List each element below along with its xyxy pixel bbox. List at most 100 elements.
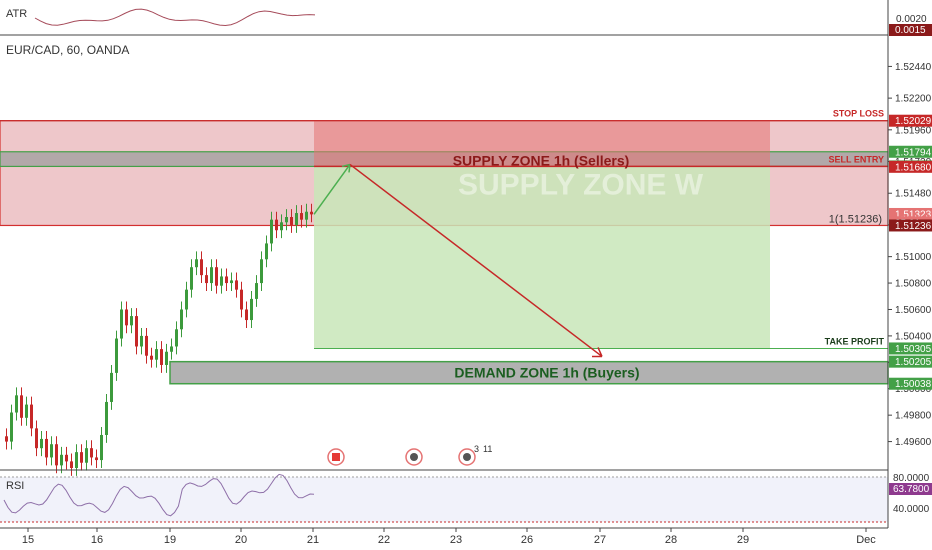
time-tick-label: 23 [450, 534, 462, 546]
rsi-label: RSI [6, 480, 24, 492]
price-tag-label: 1.51323 [895, 209, 932, 220]
stop-loss-label: STOP LOSS [833, 109, 884, 119]
candle-body [295, 213, 298, 225]
candle-body [40, 438, 43, 449]
price-tag-label: 1.50205 [895, 357, 932, 368]
candle-body [80, 452, 83, 463]
atr-axis: 0.0020 0.0015 [889, 14, 932, 36]
time-tick-label: 21 [307, 534, 319, 546]
price-tag [889, 342, 932, 355]
candle-body [65, 454, 68, 462]
price-tag [889, 219, 932, 232]
rsi-tick-80: 80.0000 [893, 473, 930, 484]
price-tag-label: 1.52029 [895, 116, 932, 127]
candle-body [150, 355, 153, 360]
candle-body [195, 259, 198, 268]
price-tick-label: 1.51960 [895, 125, 932, 136]
candle-body [145, 335, 148, 356]
candle-body [155, 349, 158, 360]
candle-body [100, 434, 103, 461]
event-count-a: 3 [474, 444, 479, 454]
rsi-axis: 80.0000 63.7800 40.0000 [889, 473, 932, 515]
candle-body [220, 276, 223, 286]
candle-body [95, 457, 98, 461]
candle-body [30, 404, 33, 429]
price-tick-label: 1.50800 [895, 279, 932, 290]
sell-entry-label: SELL ENTRY [828, 154, 884, 164]
candle-body [185, 289, 188, 310]
rsi-current: 63.7800 [893, 484, 930, 495]
symbol-label: EUR/CAD, 60, OANDA [6, 43, 129, 57]
candle-body [20, 395, 23, 418]
price-tick-label: 1.49600 [895, 437, 932, 448]
price-tick-label: 1.52200 [895, 94, 932, 105]
time-tick-label: 27 [594, 534, 606, 546]
candle-body [130, 316, 133, 326]
candle-body [240, 289, 243, 310]
time-tick-label: 22 [378, 534, 390, 546]
candle-body [35, 428, 38, 449]
candle-body [270, 219, 273, 244]
candle-body [285, 217, 288, 223]
atr-pane: ATR [0, 0, 888, 36]
time-tick-label: 28 [665, 534, 677, 546]
candle-body [5, 436, 8, 442]
price-tag [889, 145, 932, 158]
candle-body [165, 351, 168, 365]
main-pane: EUR/CAD, 60, OANDA SUPPLY ZONE W SUPPLY … [0, 43, 889, 476]
candle-body [70, 461, 73, 468]
event-markers[interactable]: 3 11 [327, 444, 492, 466]
candle-body [115, 338, 118, 373]
candle-body [135, 316, 138, 347]
price-tick-label: 1.49800 [895, 411, 932, 422]
candle-body [200, 259, 203, 276]
candle-body [50, 444, 53, 458]
time-tick-label: 20 [235, 534, 247, 546]
candle-body [245, 309, 248, 321]
candle-body [235, 280, 238, 290]
candle-body [290, 217, 293, 225]
price-tick-label: 1.50400 [895, 331, 932, 342]
candle-body [125, 309, 128, 326]
candle-body [265, 243, 268, 260]
price-tag-label: 1.50305 [895, 344, 932, 355]
candle-body [180, 309, 183, 330]
candle-body [120, 309, 123, 339]
rsi-series-line [3, 473, 315, 517]
candle-body [190, 267, 193, 290]
multi-event-icon-core [463, 453, 471, 461]
candle-body [310, 211, 313, 215]
candle-body [170, 346, 173, 352]
price-tag-label: 1.50038 [895, 379, 932, 390]
time-tick-label: 15 [22, 534, 34, 546]
short-risk-box[interactable] [314, 120, 770, 167]
candle-body [90, 448, 93, 458]
candle-body [60, 454, 63, 466]
price-tag [889, 355, 932, 368]
time-tick-label: 19 [164, 534, 176, 546]
candle-body [205, 275, 208, 284]
candle-body [255, 283, 258, 299]
candles-group [5, 203, 313, 476]
price-tag-label: 1.51680 [895, 162, 932, 173]
projection-up-arrow [313, 163, 351, 215]
candle-body [10, 412, 13, 442]
atr-current: 0.0015 [895, 25, 926, 36]
candle-body [105, 401, 108, 435]
price-tags: 1.520291.517941.516831.516801.5132335:01… [889, 114, 932, 390]
candle-body [15, 395, 18, 413]
time-axis[interactable]: 15 16 19 20 21 22 23 26 27 28 29 Dec [22, 528, 876, 546]
candle-body [160, 349, 163, 365]
time-tick-label: Dec [856, 534, 876, 546]
candle-body [85, 448, 88, 463]
candle-body [260, 259, 263, 284]
time-tick-label: 26 [521, 534, 533, 546]
candle-body [305, 211, 308, 220]
price-tick-label: 1.51480 [895, 189, 932, 200]
candle-body [215, 267, 218, 286]
time-tick-label: 29 [737, 534, 749, 546]
short-reward-box[interactable] [314, 166, 770, 349]
price-tag-label: 1.51236 [895, 221, 932, 232]
event-count-b: 11 [483, 444, 492, 454]
